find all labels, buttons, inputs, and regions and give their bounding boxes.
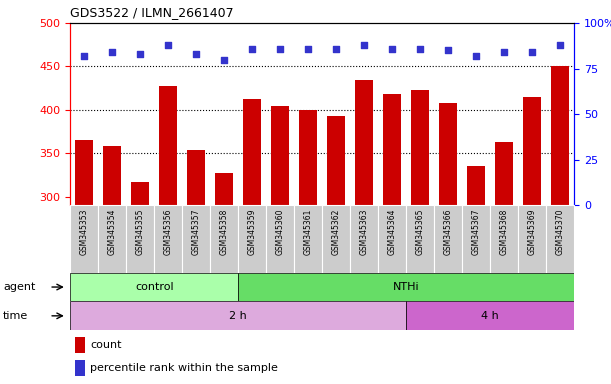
Bar	[98, 205, 126, 273]
Point	[387, 45, 397, 51]
Bar	[182, 205, 210, 273]
Bar	[490, 205, 518, 273]
Bar	[215, 173, 233, 205]
Text: count: count	[90, 340, 122, 350]
Point	[527, 49, 537, 55]
Text: GSM345365: GSM345365	[416, 209, 425, 255]
Bar	[467, 166, 485, 205]
Text: time: time	[3, 311, 28, 321]
Text: GSM345354: GSM345354	[108, 209, 117, 255]
Text: percentile rank within the sample: percentile rank within the sample	[90, 363, 278, 373]
Bar	[551, 66, 569, 205]
Bar	[70, 301, 406, 330]
Text: GSM345366: GSM345366	[444, 209, 453, 255]
Bar	[238, 205, 266, 273]
Text: GSM345368: GSM345368	[500, 209, 509, 255]
Bar	[210, 205, 238, 273]
Text: GDS3522 / ILMN_2661407: GDS3522 / ILMN_2661407	[70, 6, 234, 19]
Text: agent: agent	[3, 282, 35, 292]
Bar	[238, 273, 574, 301]
Bar	[243, 99, 262, 205]
Text: GSM345355: GSM345355	[136, 209, 145, 255]
Bar	[75, 337, 86, 353]
Point	[444, 47, 453, 53]
Bar	[75, 140, 93, 205]
Point	[304, 45, 313, 51]
Text: GSM345358: GSM345358	[220, 209, 229, 255]
Point	[415, 45, 425, 51]
Bar	[131, 182, 149, 205]
Bar	[159, 86, 177, 205]
Bar	[70, 273, 238, 301]
Point	[555, 42, 565, 48]
Bar	[518, 205, 546, 273]
Text: GSM345363: GSM345363	[360, 209, 369, 255]
Text: GSM345369: GSM345369	[528, 209, 537, 255]
Bar	[327, 116, 345, 205]
Point	[163, 42, 173, 48]
Text: GSM345360: GSM345360	[276, 209, 285, 255]
Bar	[266, 205, 295, 273]
Text: GSM345370: GSM345370	[556, 209, 565, 255]
Text: GSM345353: GSM345353	[80, 209, 89, 255]
Text: 4 h: 4 h	[481, 311, 499, 321]
Bar	[383, 94, 401, 205]
Bar	[154, 205, 182, 273]
Point	[276, 45, 285, 51]
Bar	[411, 90, 430, 205]
Bar	[439, 103, 458, 205]
Point	[136, 51, 145, 57]
Bar	[355, 80, 373, 205]
Point	[331, 45, 341, 51]
Bar	[496, 142, 513, 205]
Bar	[523, 97, 541, 205]
Text: GSM345356: GSM345356	[164, 209, 173, 255]
Text: NTHi: NTHi	[393, 282, 420, 292]
Point	[191, 51, 201, 57]
Text: GSM345364: GSM345364	[388, 209, 397, 255]
Bar	[406, 301, 574, 330]
Point	[219, 56, 229, 63]
Bar	[103, 146, 122, 205]
Bar	[350, 205, 378, 273]
Text: GSM345359: GSM345359	[248, 209, 257, 255]
Point	[247, 45, 257, 51]
Bar	[75, 360, 86, 376]
Text: GSM345361: GSM345361	[304, 209, 313, 255]
Point	[499, 49, 509, 55]
Text: control: control	[135, 282, 174, 292]
Bar	[299, 110, 317, 205]
Point	[472, 53, 481, 59]
Bar	[378, 205, 406, 273]
Point	[108, 49, 117, 55]
Bar	[271, 106, 290, 205]
Text: GSM345367: GSM345367	[472, 209, 481, 255]
Text: 2 h: 2 h	[229, 311, 247, 321]
Point	[79, 53, 89, 59]
Bar	[463, 205, 490, 273]
Bar	[434, 205, 463, 273]
Bar	[70, 205, 98, 273]
Bar	[126, 205, 154, 273]
Bar	[323, 205, 350, 273]
Text: GSM345357: GSM345357	[192, 209, 201, 255]
Bar	[406, 205, 434, 273]
Point	[359, 42, 369, 48]
Bar	[546, 205, 574, 273]
Bar	[295, 205, 323, 273]
Text: GSM345362: GSM345362	[332, 209, 341, 255]
Bar	[187, 150, 205, 205]
